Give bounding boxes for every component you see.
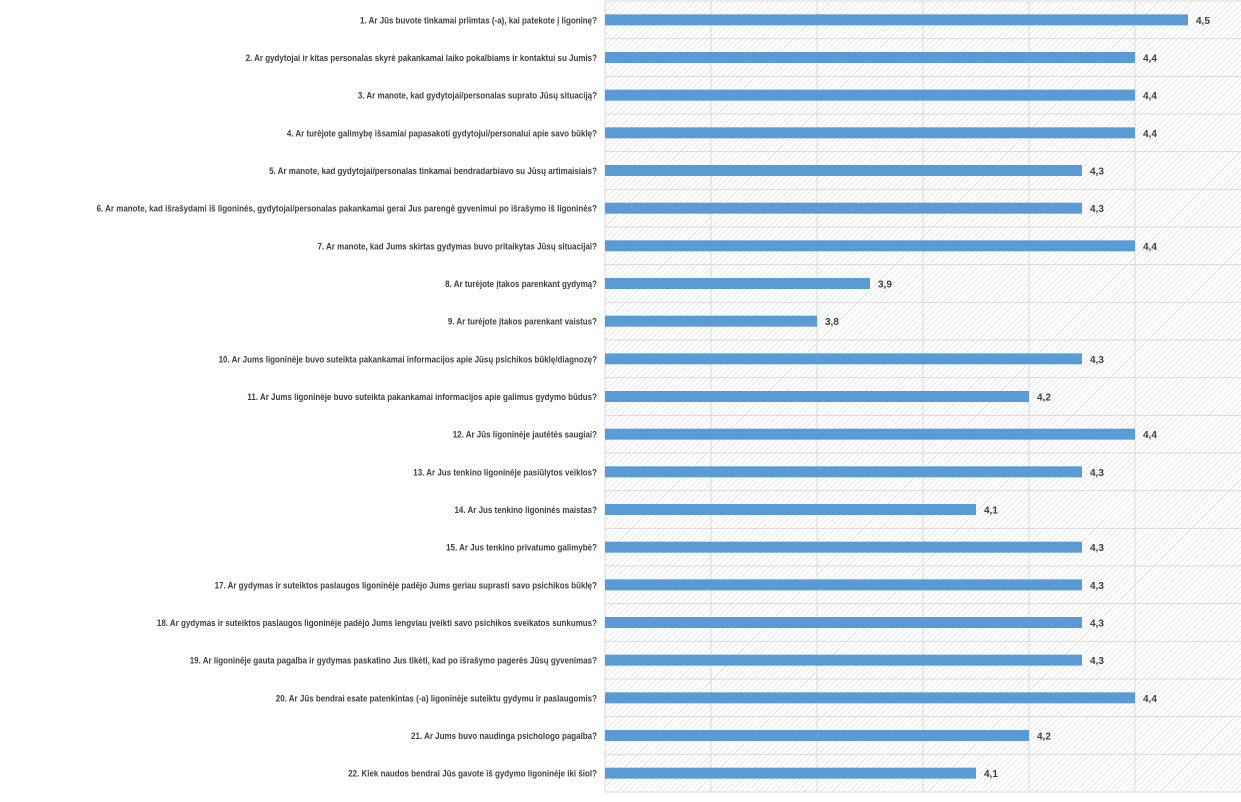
data-label: 4,1 — [984, 506, 998, 517]
category-label: 8. Ar turėjote įtakos parenkant gydymą? — [445, 279, 597, 290]
data-label: 4,4 — [1143, 242, 1157, 253]
bar — [605, 579, 1082, 591]
category-label: 21. Ar Jums buvo naudinga psichologo pag… — [411, 731, 597, 742]
data-label: 4,4 — [1143, 430, 1157, 441]
bar — [605, 541, 1082, 553]
bar — [605, 278, 870, 289]
bar — [605, 391, 1029, 402]
bar — [605, 240, 1135, 252]
bar — [605, 14, 1188, 26]
bar — [605, 127, 1135, 139]
bar — [605, 353, 1082, 365]
data-label: 4,3 — [1090, 543, 1104, 554]
data-label: 4,4 — [1143, 694, 1157, 705]
bar — [605, 466, 1082, 478]
data-label: 4,2 — [1037, 393, 1051, 404]
category-label: 3. Ar manote, kad gydytojai/personalas s… — [358, 91, 597, 102]
bar — [605, 654, 1082, 666]
data-label: 3,8 — [825, 317, 839, 328]
category-label: 10. Ar Jums ligoninėje buvo suteikta pak… — [219, 354, 598, 365]
data-label: 4,3 — [1090, 656, 1104, 667]
bar — [605, 617, 1082, 628]
bar — [605, 165, 1082, 176]
category-label: 4. Ar turėjote galimybę išsamiai papasak… — [287, 128, 597, 139]
bar — [605, 692, 1135, 704]
category-label: 1. Ar Jūs buvote tinkamai priimtas (-a),… — [360, 15, 597, 26]
data-label: 3,9 — [878, 280, 892, 291]
bar — [605, 202, 1082, 214]
category-label: 19. Ar ligoninėje gauta pagalba ir gydym… — [190, 656, 597, 667]
data-label: 4,3 — [1090, 204, 1104, 215]
data-label: 4,4 — [1143, 54, 1157, 65]
category-label: 14. Ar Jus tenkino ligoninės maistas? — [454, 505, 597, 516]
data-label: 4,3 — [1090, 167, 1104, 178]
category-label: 5. Ar manote, kad gydytojai/personalas t… — [269, 166, 597, 177]
data-label: 4,5 — [1196, 16, 1210, 27]
data-label: 4,3 — [1090, 581, 1104, 592]
category-label: 17. Ar gydymas ir suteiktos paslaugos li… — [215, 580, 598, 591]
category-label: 11. Ar Jums ligoninėje buvo suteikta pak… — [247, 392, 597, 403]
category-label: 13. Ar Jus tenkino ligoninėje pasiūlytos… — [413, 467, 597, 478]
data-label: 4,3 — [1090, 619, 1104, 630]
category-label: 18. Ar gydymas ir suteiktos paslaugos li… — [157, 618, 597, 629]
bar — [605, 767, 976, 779]
data-label: 4,4 — [1143, 129, 1157, 140]
category-label: 12. Ar Jūs ligoninėje jautėtės saugiai? — [453, 430, 597, 441]
category-label: 22. Kiek naudos bendrai Jūs gavote iš gy… — [348, 769, 597, 780]
category-label: 2. Ar gydytojai ir kitas personalas skyr… — [246, 53, 598, 64]
category-label: 6. Ar manote, kad išrašydami iš ligoninė… — [97, 204, 598, 215]
bar — [605, 504, 976, 515]
data-label: 4,2 — [1037, 732, 1051, 743]
data-label: 4,4 — [1143, 91, 1157, 102]
category-label: 20. Ar Jūs bendrai esate patenkintas (-a… — [276, 693, 597, 704]
category-label: 9. Ar turėjote įtakos parenkant vaistus? — [448, 317, 597, 328]
data-label: 4,3 — [1090, 355, 1104, 366]
bar — [605, 89, 1135, 101]
category-label: 15. Ar Jus tenkino privatumo galimybė? — [446, 543, 597, 554]
bar — [605, 52, 1135, 63]
data-label: 4,1 — [984, 769, 998, 780]
category-label: 7. Ar manote, kad Jums skirtas gydymas b… — [317, 241, 597, 252]
data-label: 4,3 — [1090, 468, 1104, 479]
bar — [605, 315, 817, 327]
bar — [605, 428, 1135, 440]
bar — [605, 730, 1029, 741]
